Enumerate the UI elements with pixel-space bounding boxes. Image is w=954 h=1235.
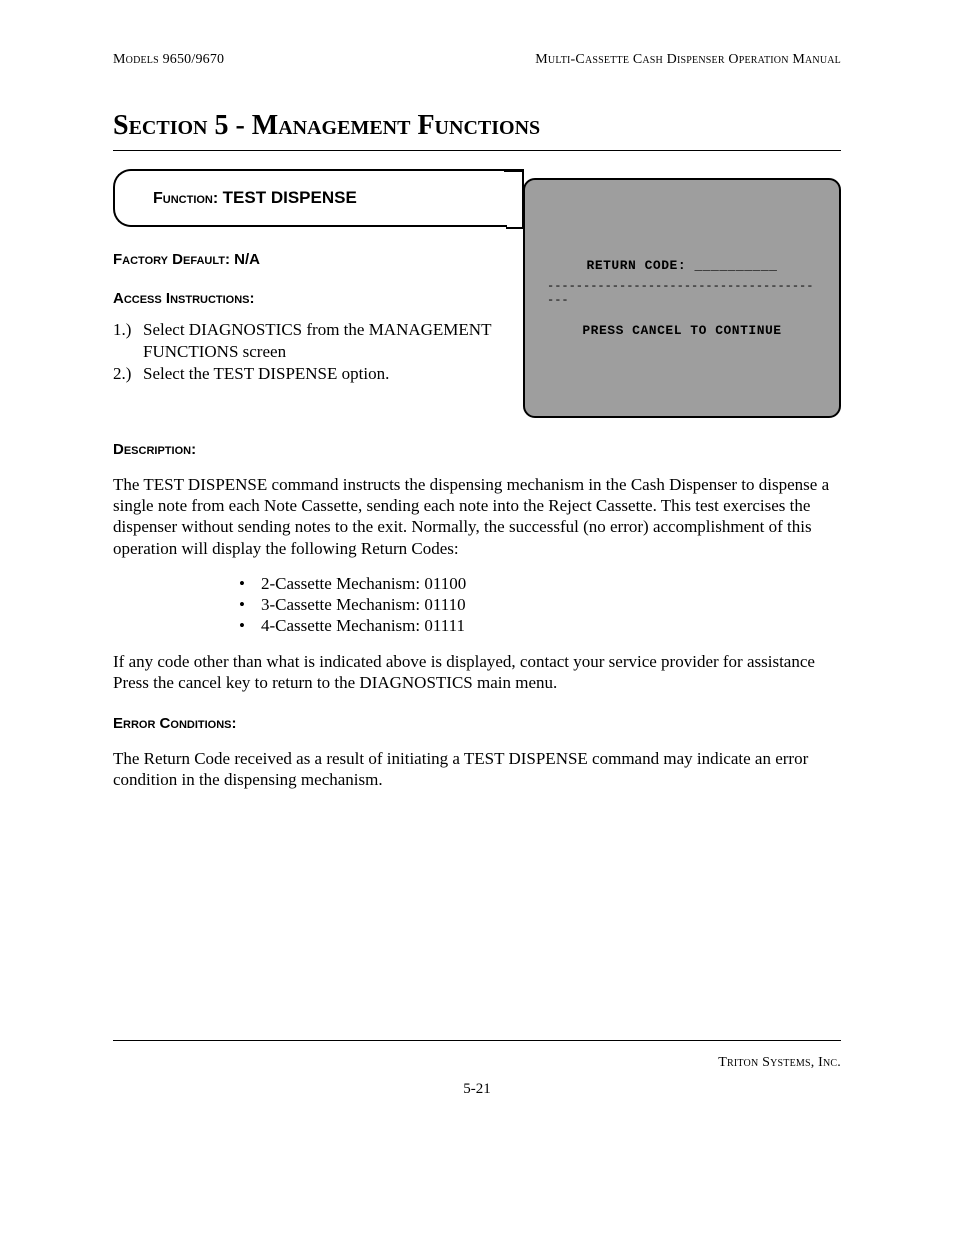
press-cancel-line: PRESS CANCEL TO CONTINUE bbox=[582, 323, 781, 338]
manual-page: Models 9650/9670 Multi-Cassette Cash Dis… bbox=[0, 0, 954, 1138]
function-summary-area: Function: TEST DISPENSE RETURN CODE: ___… bbox=[0, 151, 954, 429]
return-codes-list: 2-Cassette Mechanism: 01100 3-Cassette M… bbox=[243, 573, 841, 637]
description-paragraph-1: The TEST DISPENSE command instructs the … bbox=[113, 474, 841, 559]
list-item-text: Select DIAGNOSTICS from the MANAGEMENT F… bbox=[143, 319, 508, 363]
return-code-label: RETURN CODE: bbox=[587, 258, 687, 273]
description-label: Description: bbox=[113, 441, 841, 460]
list-item: 2.) Select the TEST DISPENSE option. bbox=[113, 363, 508, 385]
body-content: Description: The TEST DISPENSE command i… bbox=[0, 441, 954, 790]
list-item: 1.) Select DIAGNOSTICS from the MANAGEME… bbox=[113, 319, 508, 363]
header-left: Models 9650/9670 bbox=[113, 52, 224, 68]
access-instructions-label: Access Instructions: bbox=[113, 290, 508, 307]
footer-company: Triton Systems, Inc. bbox=[718, 1055, 841, 1071]
return-code-line: RETURN CODE: __________ bbox=[587, 258, 778, 273]
atm-screen-panel: RETURN CODE: __________ ----------------… bbox=[523, 178, 841, 418]
border-segment bbox=[506, 227, 524, 230]
factory-default-label: Factory Default: bbox=[113, 251, 234, 268]
screen-divider: ---------------------------------------- bbox=[547, 279, 817, 307]
list-item-number: 1.) bbox=[113, 319, 143, 363]
function-label-prefix: Function: bbox=[153, 190, 223, 207]
section-title: Section 5 - Management Functions bbox=[0, 110, 954, 142]
list-item: 4-Cassette Mechanism: 01111 bbox=[243, 615, 841, 636]
error-conditions-paragraph: The Return Code received as a result of … bbox=[113, 748, 841, 791]
access-instructions-list: 1.) Select DIAGNOSTICS from the MANAGEME… bbox=[113, 319, 508, 385]
function-name: TEST DISPENSE bbox=[223, 188, 357, 207]
list-item-number: 2.) bbox=[113, 363, 143, 385]
description-paragraph-2: If any code other than what is indicated… bbox=[113, 651, 841, 694]
return-code-blank: __________ bbox=[694, 258, 777, 273]
function-tab-text: Function: TEST DISPENSE bbox=[153, 188, 357, 208]
factory-default-row: Factory Default: N/A bbox=[113, 251, 508, 268]
page-number: 5-21 bbox=[0, 1081, 954, 1098]
page-header: Models 9650/9670 Multi-Cassette Cash Dis… bbox=[0, 52, 954, 68]
page-footer: Triton Systems, Inc. bbox=[0, 1041, 954, 1071]
left-info-column: Factory Default: N/A Access Instructions… bbox=[113, 251, 508, 385]
function-tab: Function: TEST DISPENSE bbox=[113, 169, 507, 227]
error-conditions-label: Error Conditions: bbox=[113, 715, 841, 734]
function-border-wrap: Function: TEST DISPENSE RETURN CODE: ___… bbox=[113, 169, 841, 429]
factory-default-value: N/A bbox=[234, 251, 260, 268]
atm-screen-inner: RETURN CODE: __________ ----------------… bbox=[547, 202, 817, 394]
list-item: 2-Cassette Mechanism: 01100 bbox=[243, 573, 841, 594]
header-right: Multi-Cassette Cash Dispenser Operation … bbox=[535, 52, 841, 68]
list-item-text: Select the TEST DISPENSE option. bbox=[143, 363, 389, 385]
list-item: 3-Cassette Mechanism: 01110 bbox=[243, 594, 841, 615]
